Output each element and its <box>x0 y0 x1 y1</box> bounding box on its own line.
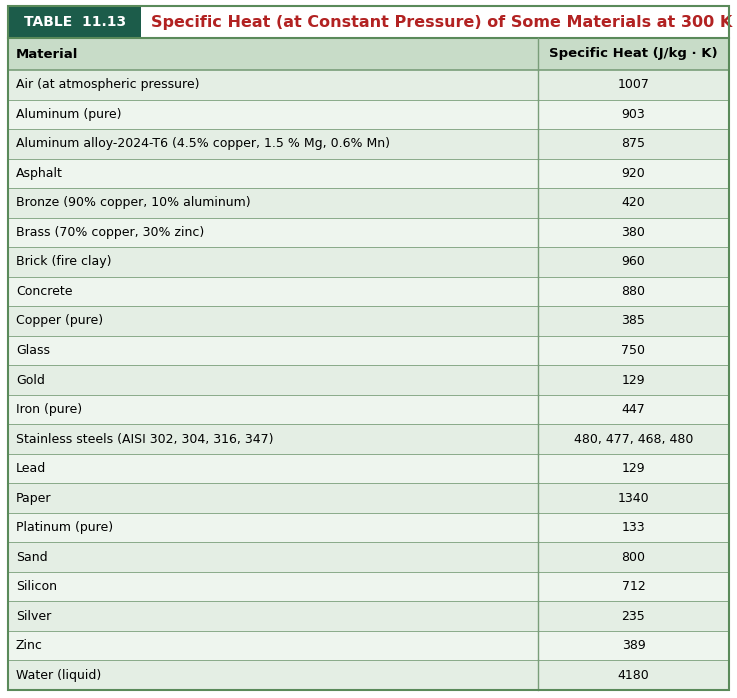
Text: TABLE  11.13: TABLE 11.13 <box>24 15 126 29</box>
Text: 712: 712 <box>621 580 646 593</box>
Text: 480, 477, 468, 480: 480, 477, 468, 480 <box>574 433 694 445</box>
Text: 1007: 1007 <box>618 78 649 91</box>
Bar <box>8 6 729 38</box>
Bar <box>8 424 729 454</box>
Bar <box>8 660 729 690</box>
Bar <box>8 158 729 188</box>
Bar <box>8 70 729 100</box>
Bar <box>8 276 729 306</box>
Text: 800: 800 <box>621 551 646 564</box>
Text: 235: 235 <box>621 609 646 623</box>
Text: Silicon: Silicon <box>16 580 57 593</box>
Bar <box>8 218 729 247</box>
Text: Water (liquid): Water (liquid) <box>16 669 101 682</box>
Bar <box>8 129 729 158</box>
Text: Copper (pure): Copper (pure) <box>16 315 103 327</box>
Text: 920: 920 <box>621 167 646 180</box>
Text: 380: 380 <box>621 226 646 239</box>
Text: 875: 875 <box>621 138 646 150</box>
Text: Aluminum (pure): Aluminum (pure) <box>16 107 122 121</box>
Text: Specific Heat (J/kg · K): Specific Heat (J/kg · K) <box>549 47 718 61</box>
Bar <box>8 247 729 276</box>
Text: Specific Heat (at Constant Pressure) of Some Materials at 300 K: Specific Heat (at Constant Pressure) of … <box>151 15 733 29</box>
Text: Silver: Silver <box>16 609 52 623</box>
Bar <box>8 542 729 572</box>
Bar <box>8 306 729 336</box>
Bar <box>8 38 729 70</box>
Text: 389: 389 <box>621 639 646 652</box>
Text: Asphalt: Asphalt <box>16 167 63 180</box>
Text: 4180: 4180 <box>618 669 649 682</box>
Text: 129: 129 <box>621 462 646 475</box>
Bar <box>8 365 729 395</box>
Bar <box>8 100 729 129</box>
Bar <box>8 336 729 365</box>
Text: 1340: 1340 <box>618 491 649 505</box>
Text: Aluminum alloy-2024-T6 (4.5% copper, 1.5 % Mg, 0.6% Mn): Aluminum alloy-2024-T6 (4.5% copper, 1.5… <box>16 138 390 150</box>
Text: Material: Material <box>16 47 78 61</box>
Text: Paper: Paper <box>16 491 52 505</box>
Text: Sand: Sand <box>16 551 48 564</box>
Text: Platinum (pure): Platinum (pure) <box>16 521 113 534</box>
Text: 133: 133 <box>621 521 646 534</box>
Text: 129: 129 <box>621 373 646 387</box>
Bar <box>8 513 729 542</box>
Text: 385: 385 <box>621 315 646 327</box>
Bar <box>8 602 729 631</box>
Text: 903: 903 <box>621 107 646 121</box>
Bar <box>8 631 729 660</box>
Text: Glass: Glass <box>16 344 50 357</box>
Text: 880: 880 <box>621 285 646 298</box>
Text: Iron (pure): Iron (pure) <box>16 403 82 416</box>
Text: 960: 960 <box>621 255 646 269</box>
Bar <box>8 395 729 424</box>
Text: Zinc: Zinc <box>16 639 43 652</box>
Text: Concrete: Concrete <box>16 285 72 298</box>
Bar <box>8 454 729 483</box>
Text: Brick (fire clay): Brick (fire clay) <box>16 255 111 269</box>
Text: 447: 447 <box>621 403 646 416</box>
Text: Gold: Gold <box>16 373 45 387</box>
Text: Brass (70% copper, 30% zinc): Brass (70% copper, 30% zinc) <box>16 226 204 239</box>
Bar <box>8 483 729 513</box>
Text: 420: 420 <box>621 196 646 209</box>
Text: Lead: Lead <box>16 462 46 475</box>
Text: Air (at atmospheric pressure): Air (at atmospheric pressure) <box>16 78 200 91</box>
Text: 750: 750 <box>621 344 646 357</box>
Text: Bronze (90% copper, 10% aluminum): Bronze (90% copper, 10% aluminum) <box>16 196 251 209</box>
Bar <box>8 188 729 218</box>
Bar <box>8 6 142 38</box>
Text: Stainless steels (AISI 302, 304, 316, 347): Stainless steels (AISI 302, 304, 316, 34… <box>16 433 273 445</box>
Bar <box>8 572 729 602</box>
